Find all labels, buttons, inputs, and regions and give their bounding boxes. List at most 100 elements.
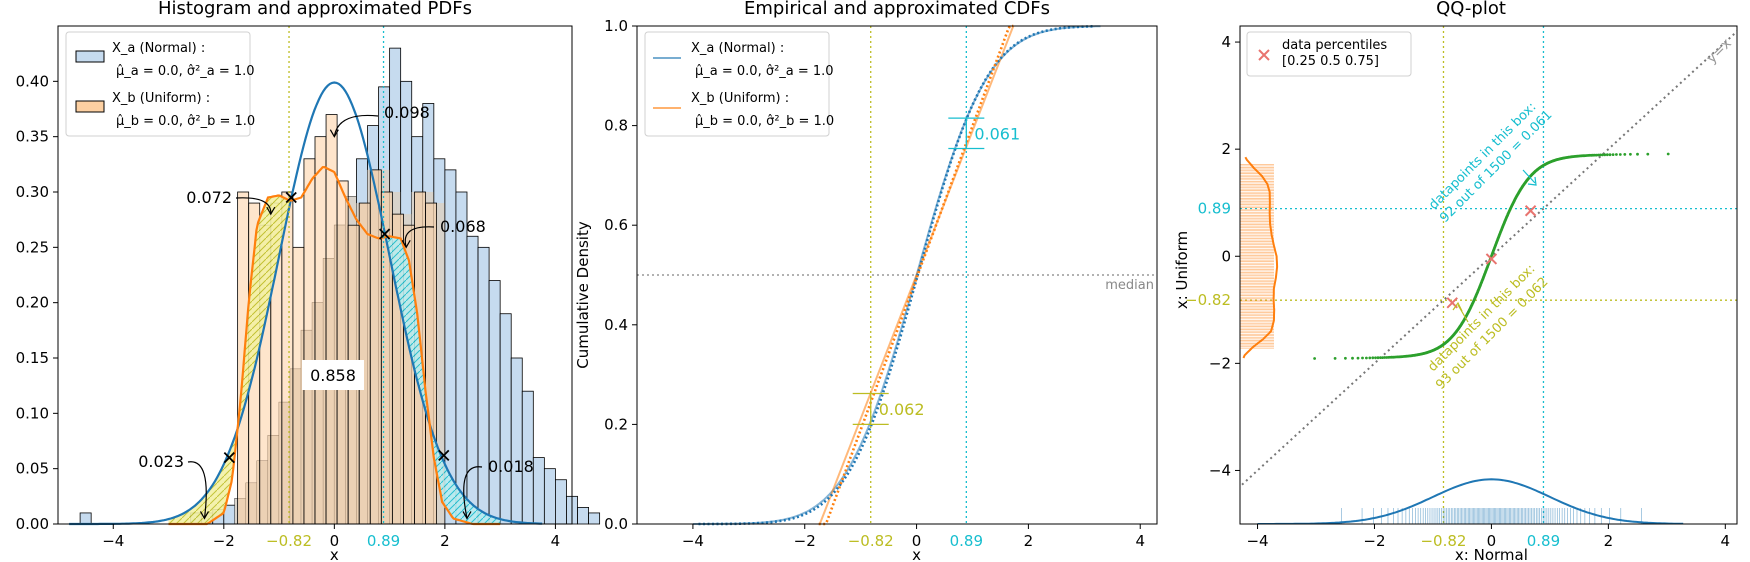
hist-x-tick-label: −4 xyxy=(102,532,124,550)
qq-box-upper-arrowhead xyxy=(1527,176,1537,186)
marked-x-label: −0.82 xyxy=(848,532,894,550)
hist-bar-normal xyxy=(499,313,512,525)
overlap-label-box xyxy=(302,360,364,390)
annotation-arrowhead xyxy=(266,206,276,216)
hist-bar-normal xyxy=(455,191,468,525)
cdf-y-tick-label: 0.6 xyxy=(604,216,628,234)
pdf-uniform-line xyxy=(168,165,501,526)
qq-y-tick-label: −2 xyxy=(1209,354,1231,372)
cdf-normal-approx-line xyxy=(692,25,1101,525)
qq-point xyxy=(1333,357,1337,360)
cdf-title: Empirical and approximated CDFs xyxy=(744,0,1050,19)
pdf-diff-annotation: 0.098 xyxy=(384,103,430,122)
pdf-diff-annotation: 0.018 xyxy=(488,457,534,476)
cdf-legend-line2: μ̂_a = 0.0, σ̂²_a = 1.0 xyxy=(695,64,834,79)
qq-legend-box xyxy=(1246,31,1412,77)
cdf-bracket-label: 0.062 xyxy=(879,400,925,419)
pdf-diff-region xyxy=(168,451,230,524)
qq-percentile-marker xyxy=(1524,205,1537,217)
marked-x-label: −0.82 xyxy=(266,532,312,550)
hist-legend-swatch-uniform xyxy=(75,100,105,113)
hist-legend-line1: X_a (Normal) : xyxy=(112,41,205,56)
hist-axes-frame xyxy=(57,25,573,525)
histogram-title: Histogram and approximated PDFs xyxy=(158,0,472,19)
hist-bar-uniform xyxy=(281,191,294,525)
hist-bar-normal xyxy=(79,512,92,525)
pdf-diff-region xyxy=(443,461,501,524)
hist-x-tick-label: 4 xyxy=(551,532,561,550)
hist-y-tick-label: 0.40 xyxy=(16,72,49,90)
hist-bar-overlap xyxy=(433,203,445,525)
pdf-crossing-marker xyxy=(285,191,297,204)
annotation-arrowhead xyxy=(199,511,209,520)
hist-bar-normal xyxy=(488,280,501,525)
qq-point xyxy=(1368,356,1372,360)
qq-point xyxy=(1365,356,1368,360)
qq-legend-line2: [0.25 0.5 0.75] xyxy=(1282,54,1379,69)
qq-point xyxy=(1598,153,1602,157)
qq-x-tick-label: 0 xyxy=(1487,532,1497,550)
pdf-crossing-marker xyxy=(379,228,391,240)
cdf-x-tick-label: 0 xyxy=(912,532,922,550)
qq-y-axis-label: x: Uniform xyxy=(1173,231,1191,309)
qq-point xyxy=(1611,153,1615,157)
hist-x-axis-label: x xyxy=(330,546,339,562)
hist-bar-normal xyxy=(588,512,601,525)
marked-x-label: 0.89 xyxy=(367,532,400,550)
cdf-y-tick-label: 0.8 xyxy=(604,117,628,135)
cdf-x-tick-label: −2 xyxy=(794,532,816,550)
hist-bar-normal xyxy=(477,246,490,525)
pdf-crossing-marker xyxy=(223,451,235,464)
cdf-legend-box xyxy=(644,31,830,137)
qq-point xyxy=(1371,356,1375,360)
hist-y-tick-label: 0.25 xyxy=(16,238,49,256)
hist-legend-line2: μ̂_a = 0.0, σ̂²_a = 1.0 xyxy=(116,64,255,79)
qq-point xyxy=(1376,356,1380,360)
qq-point xyxy=(1623,153,1627,156)
hist-y-tick-label: 0.30 xyxy=(16,183,49,201)
qq-y-tick-label: 0 xyxy=(1221,247,1231,265)
cdf-bracket-label: 0.061 xyxy=(974,124,1020,143)
qq-x-axis-label: x: Normal xyxy=(1455,546,1528,562)
qq-point xyxy=(1596,153,1600,157)
qq-uniform-density xyxy=(1242,156,1279,359)
hist-bar-normal xyxy=(577,506,589,525)
hist-x-tick-label: 0 xyxy=(330,532,340,550)
pdf-crossing-marker xyxy=(438,449,450,462)
cdf-y-tick-label: 0.0 xyxy=(604,515,628,533)
annotation-arrow xyxy=(187,461,207,519)
qq-y-tick-label: −4 xyxy=(1209,461,1231,479)
cdf-x-tick-label: 2 xyxy=(1024,532,1034,550)
annotation-arrow xyxy=(235,197,272,215)
hist-y-tick-label: 0.10 xyxy=(16,404,49,422)
qq-point xyxy=(1356,356,1360,360)
hist-bar-normal xyxy=(466,235,479,525)
qq-x-tick-label: −2 xyxy=(1363,532,1385,550)
qq-point xyxy=(1374,356,1377,360)
marked-x-label: 0.89 xyxy=(1527,532,1560,550)
hist-bar-uniform xyxy=(425,202,437,525)
cdf-legend-line2: μ̂_b = 0.0, σ̂²_b = 1.0 xyxy=(695,114,834,129)
annotation-arrow xyxy=(404,226,435,248)
hist-y-tick-label: 0.00 xyxy=(16,515,49,533)
qq-point xyxy=(1361,356,1364,360)
median-label: median xyxy=(1105,278,1154,293)
qq-box-upper-arrow xyxy=(1522,169,1536,184)
qq-box-lower-arrowhead xyxy=(1452,301,1463,312)
cdf-x-axis-label: x xyxy=(912,546,921,562)
qq-point xyxy=(1379,356,1382,359)
hist-legend-box xyxy=(65,31,251,137)
cdf-axes-frame xyxy=(636,25,1158,525)
annotation-arrow xyxy=(463,466,483,519)
qq-point xyxy=(1615,153,1618,156)
hist-legend-swatch-normal xyxy=(75,50,105,63)
hist-bar-uniform xyxy=(314,136,327,525)
qq-point xyxy=(1344,356,1347,360)
qq-point xyxy=(1646,152,1650,156)
qq-percentile-marker xyxy=(1485,253,1498,265)
qq-point xyxy=(1629,152,1632,156)
cdf-y-tick-label: 0.4 xyxy=(604,316,628,334)
qq-point xyxy=(1313,357,1316,360)
qq-point xyxy=(1351,356,1354,360)
